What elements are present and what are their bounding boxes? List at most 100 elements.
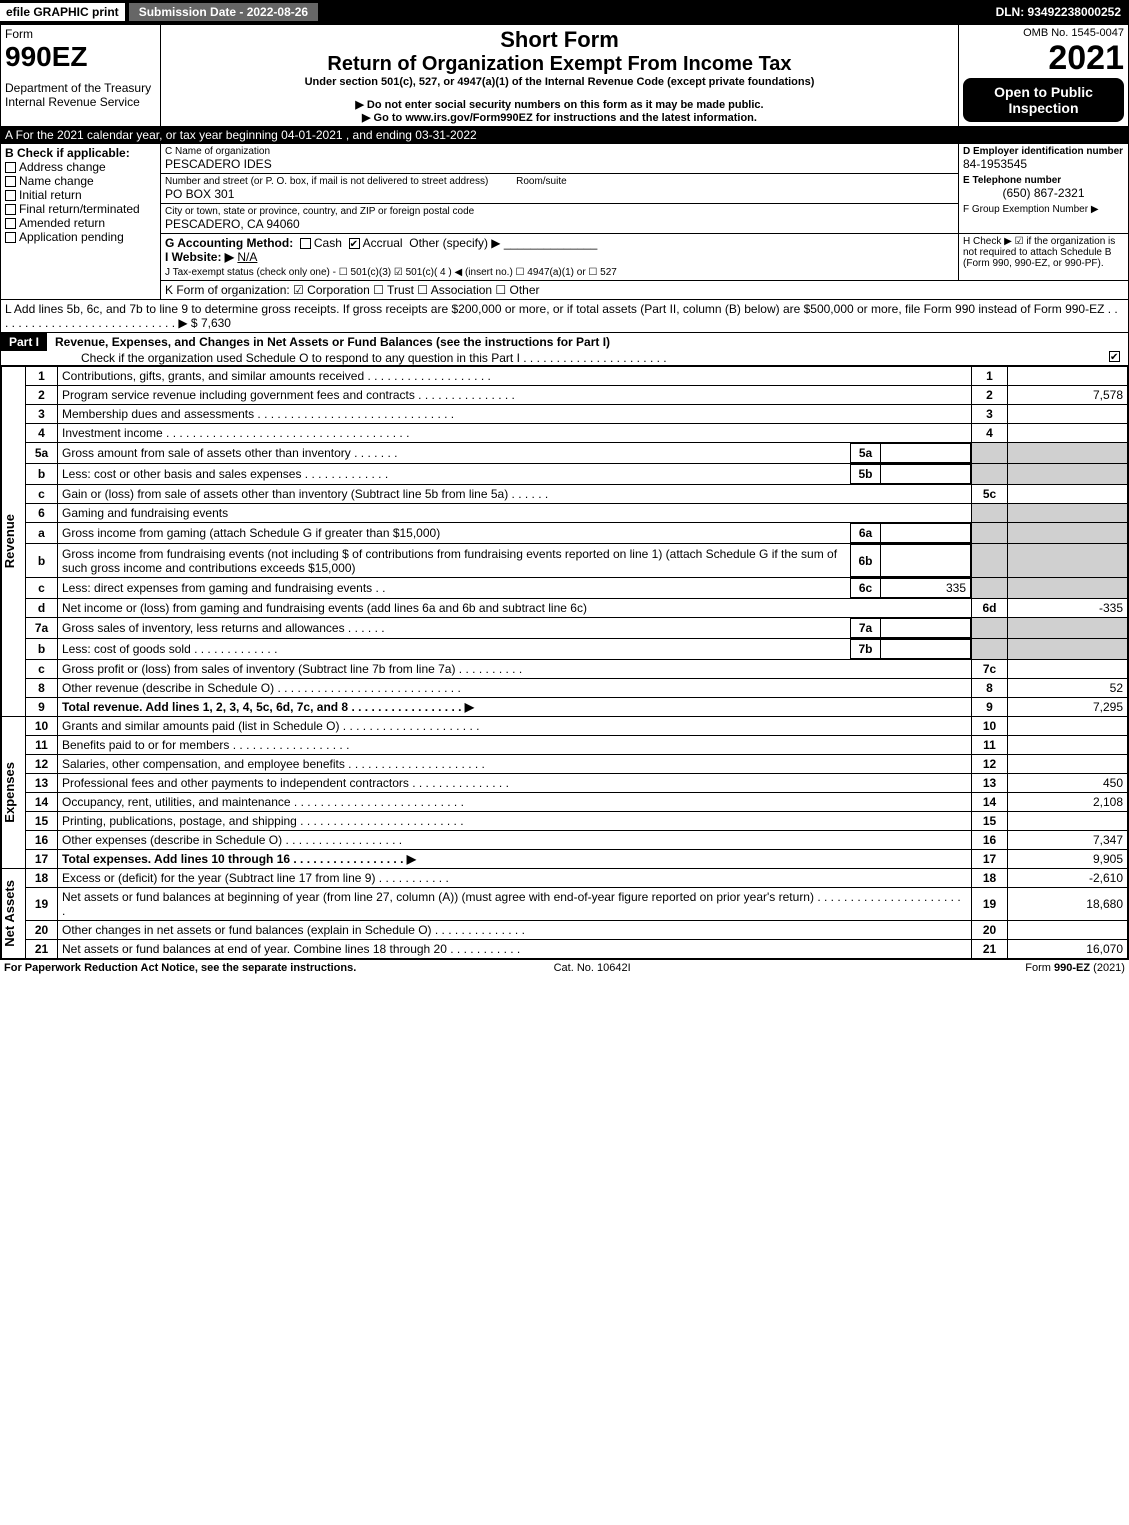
ln-5b-num: b (26, 464, 58, 485)
ln-7b-amt-shade (1008, 639, 1128, 660)
ln-5b-amt-shade (1008, 464, 1128, 485)
ln-17-box: 17 (972, 850, 1008, 869)
b-checkbox-row: Final return/terminated (5, 202, 156, 216)
g-accrual-checkbox[interactable] (349, 238, 360, 249)
telephone: (650) 867-2321 (963, 186, 1124, 200)
ln-16-num: 16 (26, 831, 58, 850)
netassets-side-label: Net Assets (2, 880, 17, 947)
ln-6a-desc: Gross income from gaming (attach Schedul… (58, 524, 851, 543)
ln-18-desc: Excess or (deficit) for the year (Subtra… (58, 869, 972, 888)
dept-treasury: Department of the Treasury Internal Reve… (5, 81, 156, 109)
ln-12-desc: Salaries, other compensation, and employ… (58, 755, 972, 774)
ln-18-amt: -2,610 (1008, 869, 1128, 888)
ln-9-amt: 7,295 (1008, 698, 1128, 717)
form-word: Form (5, 27, 156, 41)
ln-15-box: 15 (972, 812, 1008, 831)
ln-3-box: 3 (972, 405, 1008, 424)
k-label: K Form of organization: ☑ Corporation ☐ … (165, 283, 1124, 297)
b-checkbox[interactable] (5, 218, 16, 229)
ln-13-box: 13 (972, 774, 1008, 793)
b-checkbox-row: Address change (5, 160, 156, 174)
c-room-label: Room/suite (516, 176, 567, 187)
ln-3-num: 3 (26, 405, 58, 424)
b-checkbox[interactable] (5, 176, 16, 187)
org-city: PESCADERO, CA 94060 (165, 217, 954, 231)
ln-1-num: 1 (26, 367, 58, 386)
b-checkbox[interactable] (5, 162, 16, 173)
ln-6b-desc: Gross income from fundraising events (no… (58, 545, 851, 577)
c-name-label: C Name of organization (165, 146, 954, 157)
section-b-header: B Check if applicable: (5, 146, 156, 160)
ln-10-num: 10 (26, 717, 58, 736)
form-number: 990EZ (5, 41, 156, 73)
ln-1-amt (1008, 367, 1128, 386)
ln-7b-desc: Less: cost of goods sold . . . . . . . .… (58, 640, 851, 659)
ln-6d-desc: Net income or (loss) from gaming and fun… (58, 599, 972, 618)
ln-16-amt: 7,347 (1008, 831, 1128, 850)
ln-7b-inbox: 7b (851, 640, 881, 659)
ln-6a-inamt (881, 524, 971, 543)
omb-number: OMB No. 1545-0047 (963, 27, 1124, 39)
ln-8-desc: Other revenue (describe in Schedule O) .… (58, 679, 972, 698)
goto-instruction[interactable]: ▶ Go to www.irs.gov/Form990EZ for instru… (165, 111, 954, 124)
ln-21-amt: 16,070 (1008, 940, 1128, 959)
b-checkbox[interactable] (5, 232, 16, 243)
ln-20-amt (1008, 921, 1128, 940)
dln: DLN: 93492238000252 (996, 5, 1129, 19)
main-title: Return of Organization Exempt From Incom… (165, 53, 954, 76)
part1-schedO-checkbox[interactable] (1109, 351, 1120, 362)
g-cash-checkbox[interactable] (300, 238, 311, 249)
lines-table: Revenue 1 Contributions, gifts, grants, … (1, 366, 1128, 959)
b-checkbox-label: Application pending (19, 230, 124, 244)
ln-7c-num: c (26, 660, 58, 679)
ln-6b-amt-shade (1008, 544, 1128, 578)
ln-6c-amt-shade (1008, 578, 1128, 599)
ln-12-amt (1008, 755, 1128, 774)
section-c: C Name of organization PESCADERO IDES Nu… (161, 144, 958, 233)
ln-6c-inbox: 6c (851, 579, 881, 598)
short-form-title: Short Form (165, 27, 954, 53)
ln-19-num: 19 (26, 888, 58, 921)
ln-5c-num: c (26, 485, 58, 504)
ln-6b-inbox: 6b (851, 545, 881, 577)
ln-6c-inamt: 335 (881, 579, 971, 598)
ln-10-box: 10 (972, 717, 1008, 736)
ln-15-amt (1008, 812, 1128, 831)
b-checkbox-row: Initial return (5, 188, 156, 202)
b-checkbox[interactable] (5, 190, 16, 201)
ln-6a-num: a (26, 523, 58, 544)
c-city-label: City or town, state or province, country… (165, 206, 954, 217)
top-bar: efile GRAPHIC print Submission Date - 20… (0, 0, 1129, 24)
ln-5b-desc: Less: cost or other basis and sales expe… (58, 465, 851, 484)
part1-title: Revenue, Expenses, and Changes in Net As… (55, 335, 610, 349)
ln-2-box: 2 (972, 386, 1008, 405)
ln-3-amt (1008, 405, 1128, 424)
ln-6a-inbox: 6a (851, 524, 881, 543)
no-ssn-instruction: ▶ Do not enter social security numbers o… (165, 98, 954, 111)
ln-13-desc: Professional fees and other payments to … (58, 774, 972, 793)
part1-schedO: Check if the organization used Schedule … (81, 351, 667, 365)
org-street: PO BOX 301 (165, 187, 954, 201)
ln-8-amt: 52 (1008, 679, 1128, 698)
ein: 84-1953545 (963, 157, 1124, 171)
ln-7b-num: b (26, 639, 58, 660)
ln-5c-desc: Gain or (loss) from sale of assets other… (58, 485, 972, 504)
website: N/A (237, 250, 257, 264)
ln-21-desc: Net assets or fund balances at end of ye… (58, 940, 972, 959)
ln-5b-inamt (881, 465, 971, 484)
line-a: A For the 2021 calendar year, or tax yea… (1, 127, 1129, 144)
ln-5b-inbox: 5b (851, 465, 881, 484)
ln-18-num: 18 (26, 869, 58, 888)
ln-7a-num: 7a (26, 618, 58, 639)
ln-10-amt (1008, 717, 1128, 736)
ln-7b-inamt (881, 640, 971, 659)
g-accrual: Accrual (363, 236, 403, 250)
ln-14-amt: 2,108 (1008, 793, 1128, 812)
ln-8-num: 8 (26, 679, 58, 698)
ln-7c-desc: Gross profit or (loss) from sales of inv… (58, 660, 972, 679)
org-name: PESCADERO IDES (165, 157, 954, 171)
b-checkbox[interactable] (5, 204, 16, 215)
ln-3-desc: Membership dues and assessments . . . . … (58, 405, 972, 424)
b-checkbox-row: Application pending (5, 230, 156, 244)
ln-2-desc: Program service revenue including govern… (58, 386, 972, 405)
